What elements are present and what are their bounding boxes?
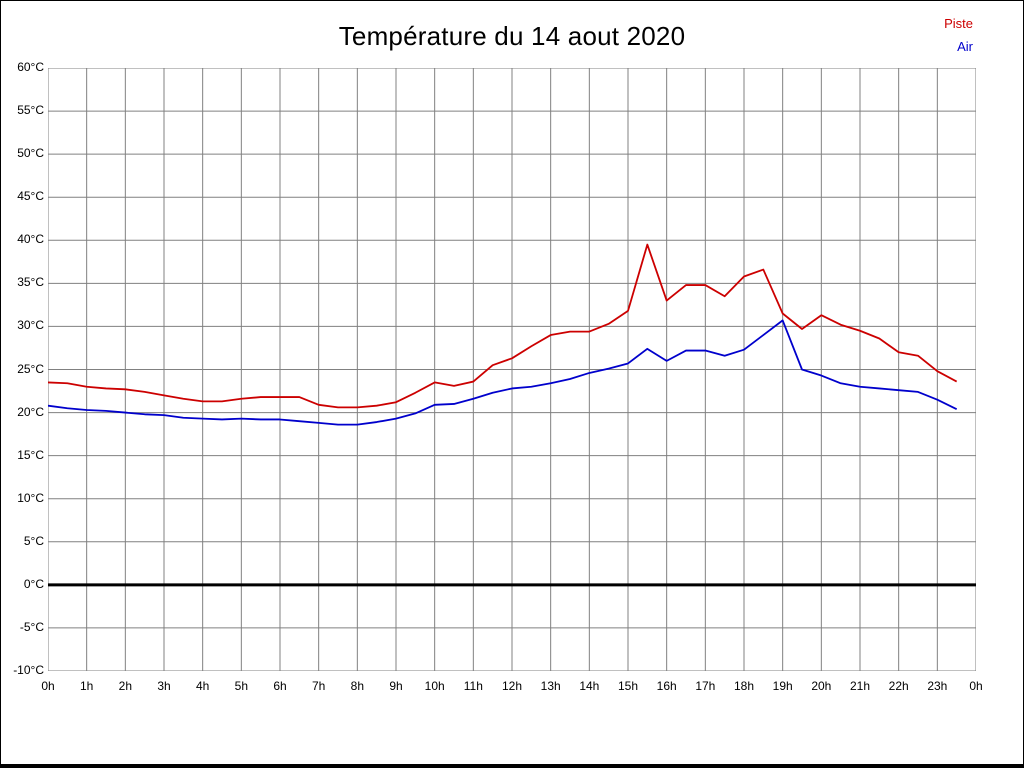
- y-tick-label: 15°C: [17, 447, 44, 462]
- y-tick-label: -5°C: [19, 619, 44, 634]
- x-tick-label: 9h: [389, 679, 403, 693]
- y-tick-label: 20°C: [17, 404, 44, 419]
- x-tick-label: 23h: [927, 679, 948, 693]
- legend-item-air: Air: [957, 39, 973, 54]
- y-tick-label: 60°C: [17, 60, 44, 74]
- y-tick-label: -10°C: [13, 663, 44, 677]
- x-tick-label: 10h: [424, 679, 445, 693]
- legend-item-piste: Piste: [944, 16, 973, 31]
- series-line-air: [48, 320, 957, 424]
- y-tick-label: 35°C: [17, 275, 44, 290]
- x-tick-label: 2h: [118, 679, 132, 693]
- y-tick-label: 25°C: [17, 361, 44, 376]
- x-tick-label: 8h: [350, 679, 364, 693]
- x-tick-label: 13h: [540, 679, 561, 693]
- x-tick-label: 15h: [617, 679, 639, 693]
- y-tick-label: 40°C: [17, 232, 44, 247]
- x-tick-label: 7h: [311, 679, 326, 693]
- x-tick-label: 21h: [849, 679, 871, 693]
- chart-title: Température du 14 aout 2020: [338, 21, 686, 51]
- y-tick-label: 10°C: [17, 490, 44, 505]
- x-tick-label: 18h: [733, 679, 755, 693]
- x-tick-label: 12h: [501, 679, 523, 693]
- y-tick-label: 50°C: [17, 146, 44, 161]
- x-tick-label: 19h: [772, 679, 793, 693]
- x-tick-label: 4h: [195, 679, 210, 693]
- x-tick-label: 20h: [811, 679, 832, 693]
- plot-svg: [48, 68, 976, 671]
- x-tick-label: 16h: [656, 679, 677, 693]
- y-tick-label: 5°C: [23, 533, 44, 548]
- x-tick-label: 22h: [888, 679, 909, 693]
- x-tick-label: 14h: [579, 679, 600, 693]
- x-tick-label: 1h: [79, 679, 94, 693]
- x-tick-label: 5h: [234, 679, 248, 693]
- x-tick-label: 0h: [41, 679, 55, 693]
- plot-area: [48, 68, 976, 671]
- legend: Piste Air: [944, 12, 973, 58]
- x-tick-label: 0h: [969, 679, 983, 693]
- y-tick-label: 30°C: [17, 318, 44, 333]
- y-tick-label: 55°C: [17, 103, 44, 118]
- y-tick-label: 0°C: [23, 576, 44, 591]
- x-tick-label: 6h: [273, 679, 287, 693]
- y-tick-label: 45°C: [17, 189, 44, 204]
- x-tick-label: 3h: [157, 679, 171, 693]
- series-line-piste: [48, 245, 957, 408]
- x-tick-label: 11h: [463, 679, 483, 693]
- x-tick-label: 17h: [695, 679, 716, 693]
